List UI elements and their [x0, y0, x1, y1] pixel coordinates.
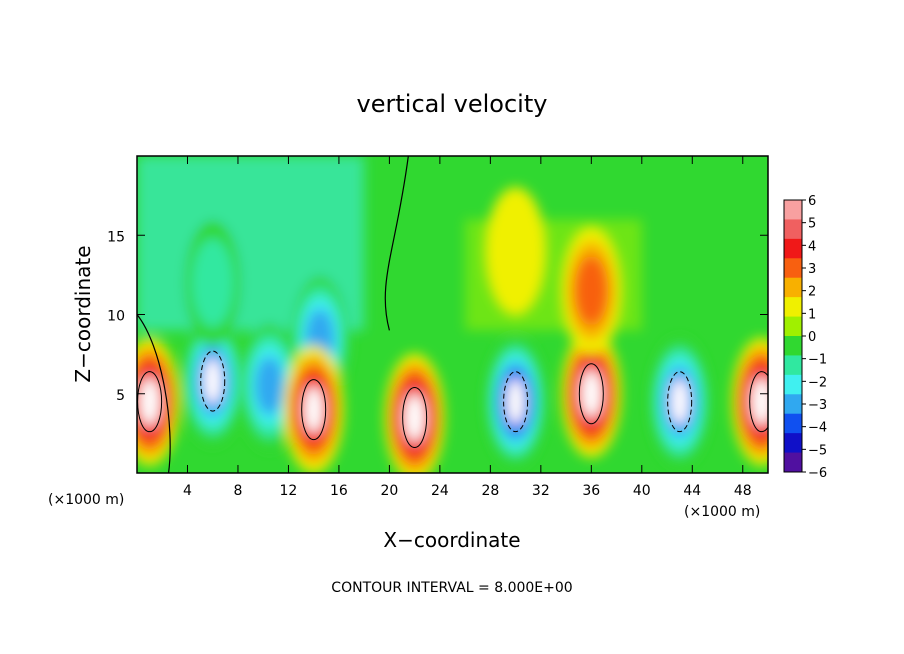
feature-layer: [574, 255, 609, 326]
contour-line: [503, 371, 529, 433]
field-feature: [182, 218, 243, 347]
feature-core: [506, 378, 525, 425]
x-tick-label: 24: [431, 483, 449, 499]
colorbar-swatch: [784, 374, 802, 395]
colorbar-swatch: [784, 277, 802, 298]
contour-interval-note: CONTOUR INTERVAL = 8.000E+00: [331, 580, 572, 596]
x-axis-label: X−coordinate: [383, 528, 520, 552]
colorbar-tick-label: −4: [808, 421, 827, 436]
x-unit-left: (×1000 m): [48, 492, 124, 508]
colorbar: 6 5 4 3 2 1 0 −1 −2 −3 −4 −5 −6: [783, 194, 827, 481]
field-feature: [731, 337, 768, 466]
feature-core: [670, 378, 689, 425]
contour-line: [402, 387, 428, 449]
field-feature: [561, 226, 622, 355]
chart-title: vertical velocity: [357, 90, 548, 118]
colorbar-swatch: [784, 433, 802, 454]
field-feature: [137, 337, 180, 466]
colorbar-tick-label: −2: [808, 375, 827, 390]
field-feature: [485, 187, 546, 316]
field-feature: [283, 345, 344, 473]
field-feature: [182, 317, 243, 446]
x-tick-label: 8: [233, 483, 242, 499]
colorbar-swatch: [784, 452, 802, 473]
x-tick-label: 40: [633, 483, 651, 499]
colorbar-tick-label: 1: [808, 307, 816, 322]
field-feature: [649, 337, 710, 466]
x-unit-right: (×1000 m): [684, 504, 760, 520]
x-tick-label: 4: [183, 483, 192, 499]
x-tick-label: 36: [582, 483, 600, 499]
colorbar-tick-label: −5: [808, 443, 827, 458]
feature-core: [582, 370, 601, 417]
x-tick-label: 12: [280, 483, 298, 499]
x-tick-label: 48: [734, 483, 752, 499]
y-tick-label: 15: [107, 229, 125, 245]
field-feature: [485, 337, 546, 466]
contour-line: [384, 156, 409, 331]
colorbar-swatch: [784, 200, 802, 220]
x-tick-label: 20: [380, 483, 398, 499]
x-tick-label: 16: [330, 483, 348, 499]
colorbar-swatch: [784, 355, 802, 376]
colorbar-swatch: [784, 413, 802, 434]
colorbar-tick-label: 2: [808, 285, 816, 300]
x-tick-label: 28: [481, 483, 499, 499]
feature-core: [405, 394, 424, 441]
x-tick-label: 32: [532, 483, 550, 499]
y-tick-label: 5: [116, 388, 125, 404]
contour-line: [667, 371, 693, 433]
colorbar-swatch: [784, 219, 802, 240]
y-axis: 5 10 15: [107, 229, 768, 404]
colorbar-swatch: [784, 238, 802, 259]
colorbar-tick-label: 4: [808, 239, 816, 254]
y-tick-label: 10: [107, 309, 125, 325]
colorbar-tick-label: −6: [808, 466, 827, 481]
feature-layer: [485, 187, 546, 316]
contour-line: [578, 363, 604, 425]
contour-line: [137, 314, 171, 473]
x-tick-label: 44: [683, 483, 701, 499]
plot-area: [137, 156, 768, 473]
colorbar-swatch: [784, 316, 802, 337]
feature-core: [752, 378, 768, 425]
feature-core: [304, 386, 323, 433]
field-blobs: [137, 156, 768, 473]
colorbar-tick-label: 5: [808, 217, 816, 232]
feature-core: [203, 357, 222, 405]
feature-layer: [191, 238, 235, 328]
colorbar-swatch: [784, 258, 802, 279]
colorbar-swatch: [784, 297, 802, 318]
colorbar-tick-label: 3: [808, 262, 816, 277]
contour-line: [200, 350, 226, 412]
feature-core: [140, 378, 159, 425]
colorbar-tick-label: −3: [808, 398, 827, 413]
feature-layer: [255, 356, 284, 416]
colorbar-tick-label: −1: [808, 353, 827, 368]
contour-line: [749, 371, 768, 433]
contour-line: [301, 379, 327, 441]
colorbar-tick-label: 6: [808, 194, 816, 209]
colorbar-swatch: [784, 394, 802, 415]
y-axis-label: Z−coordinate: [71, 245, 95, 382]
colorbar-swatch: [784, 336, 802, 356]
x-axis: 4 8 12 16 20 24 28 32 36 40 44 48: [183, 156, 752, 499]
colorbar-tick-label: 0: [808, 330, 816, 345]
field-feature: [384, 353, 445, 473]
contour-lines: [137, 156, 768, 473]
